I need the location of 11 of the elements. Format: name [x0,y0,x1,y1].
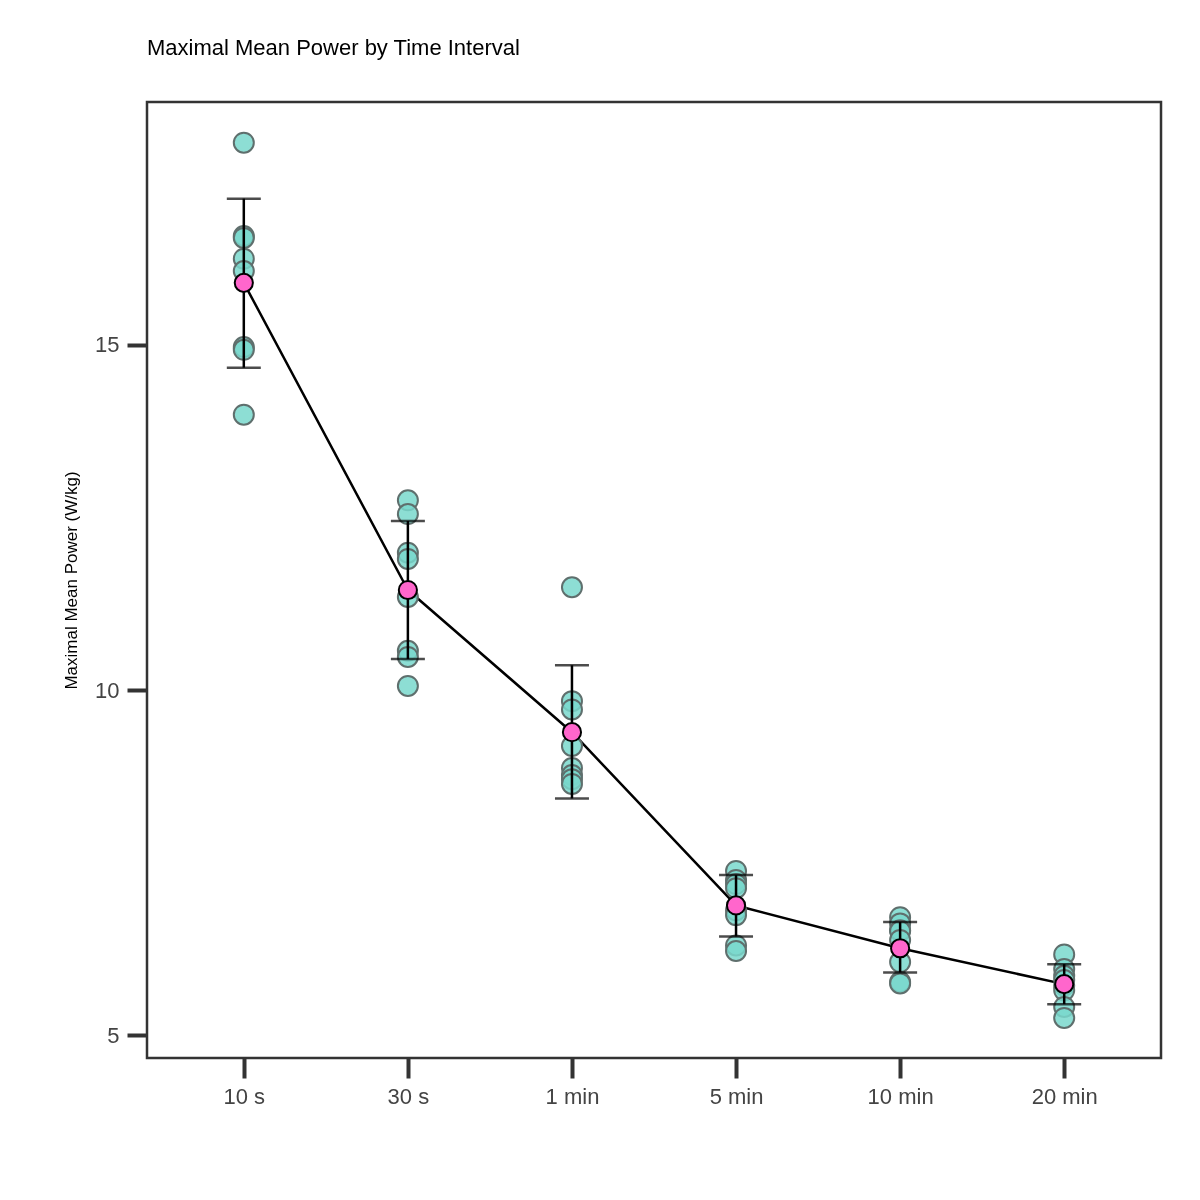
y-tick-label: 15 [95,332,120,358]
x-tick-label: 10 s [223,1083,266,1109]
x-tick-label: 5 min [709,1083,764,1109]
chart-title: Maximal Mean Power by Time Interval [147,35,520,60]
y-tick-label: 5 [107,1022,120,1048]
x-tick-label: 1 min [545,1083,600,1109]
y-axis-title: Maximal Mean Power (W/kg) [62,471,82,690]
x-tick-label: 20 min [1031,1083,1098,1109]
x-tick-label: 30 s [387,1083,430,1109]
x-tick-label: 10 min [867,1083,934,1109]
y-tick-label: 10 [95,677,120,703]
